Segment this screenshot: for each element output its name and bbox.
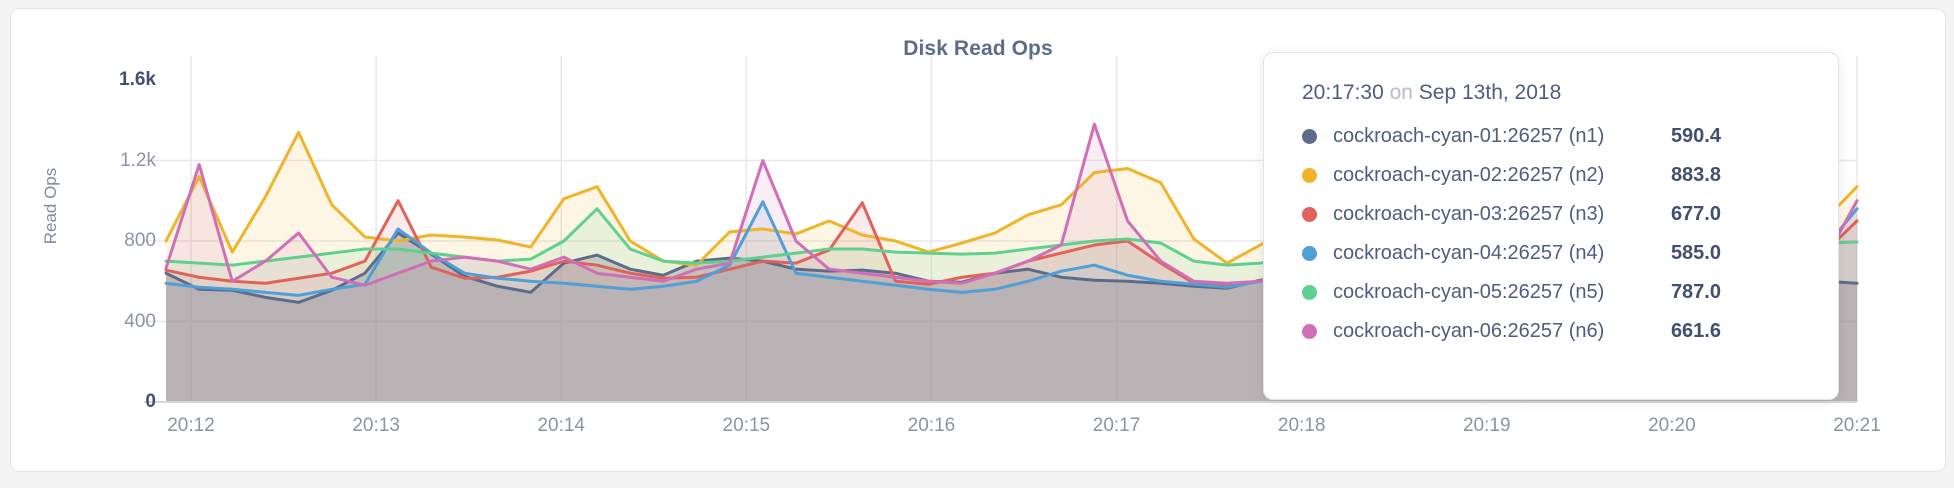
tooltip-series-value: 883.8	[1670, 164, 1721, 186]
tooltip-series-row: cockroach-cyan-06:26257 (n6) 661.6	[1264, 312, 1838, 351]
series-color-dot-icon	[1302, 246, 1317, 261]
tooltip-series-value: 585.0	[1670, 242, 1721, 264]
tooltip-series-label: cockroach-cyan-06:26257 (n6)	[1333, 320, 1605, 342]
tooltip-series-label: cockroach-cyan-05:26257 (n5)	[1333, 281, 1605, 303]
y-axis-tick-label: 1.2k	[120, 149, 156, 171]
tooltip-time: 20:17:30	[1302, 81, 1384, 104]
y-axis-tick-label: 0	[145, 391, 156, 412]
series-color-dot-icon	[1302, 285, 1317, 300]
tooltip-series-value: 677.0	[1670, 203, 1721, 225]
x-axis-tick-label: 20:13	[352, 415, 400, 436]
tooltip-series-value: 661.6	[1670, 320, 1721, 342]
tooltip-series-row: cockroach-cyan-01:26257 (n1) 590.4	[1264, 117, 1838, 156]
series-color-dot-icon	[1302, 129, 1317, 144]
tooltip-timestamp: 20:17:30 on Sep 13th, 2018	[1264, 81, 1838, 105]
tooltip-series-list: cockroach-cyan-01:26257 (n1) 590.4 cockroa…	[1264, 117, 1838, 351]
y-axis-tick-label: 800	[124, 230, 156, 251]
tooltip-series-row: cockroach-cyan-03:26257 (n3) 677.0	[1264, 195, 1838, 234]
y-axis-tick-label: 1.6k	[119, 69, 156, 90]
x-axis-tick-label: 20:19	[1462, 415, 1511, 436]
x-axis-tick-label: 20:20	[1648, 415, 1696, 436]
y-axis-tick-label: 400	[124, 310, 156, 332]
hover-tooltip: 20:17:30 on Sep 13th, 2018 cockroach-cya…	[1263, 52, 1839, 400]
x-axis-tick-label: 20:12	[167, 415, 215, 436]
tooltip-on-word: on	[1389, 81, 1413, 104]
tooltip-series-value: 590.4	[1670, 125, 1721, 147]
y-axis-label: Read Ops	[41, 167, 60, 245]
tooltip-date: Sep 13th, 2018	[1418, 81, 1562, 104]
tooltip-series-value: 787.0	[1670, 281, 1721, 303]
x-axis-tick-label: 20:15	[722, 415, 771, 436]
tooltip-series-row: cockroach-cyan-05:26257 (n5) 787.0	[1264, 273, 1838, 312]
x-axis-tick-label: 20:14	[537, 415, 585, 436]
tooltip-series-label: cockroach-cyan-04:26257 (n4)	[1333, 242, 1605, 264]
series-color-dot-icon	[1302, 168, 1317, 183]
x-axis-tick-label: 20:16	[907, 415, 956, 436]
tooltip-series-row: cockroach-cyan-02:26257 (n2) 883.8	[1264, 156, 1838, 195]
series-color-dot-icon	[1302, 324, 1317, 339]
y-axis-ticks: 0 400 800 1.2k 1.6k	[0, 0, 156, 488]
x-axis-tick-label: 20:17	[1092, 415, 1141, 436]
series-color-dot-icon	[1302, 207, 1317, 222]
tooltip-series-label: cockroach-cyan-02:26257 (n2)	[1333, 164, 1605, 186]
page-title: Disk Read Ops	[903, 37, 1053, 60]
x-axis-tick-label: 20:21	[1833, 415, 1881, 436]
tooltip-series-row: cockroach-cyan-04:26257 (n4) 585.0	[1264, 234, 1838, 273]
tooltip-series-label: cockroach-cyan-01:26257 (n1)	[1333, 125, 1605, 147]
tooltip-series-label: cockroach-cyan-03:26257 (n3)	[1333, 203, 1605, 225]
x-axis-tick-label: 20:18	[1277, 415, 1326, 436]
